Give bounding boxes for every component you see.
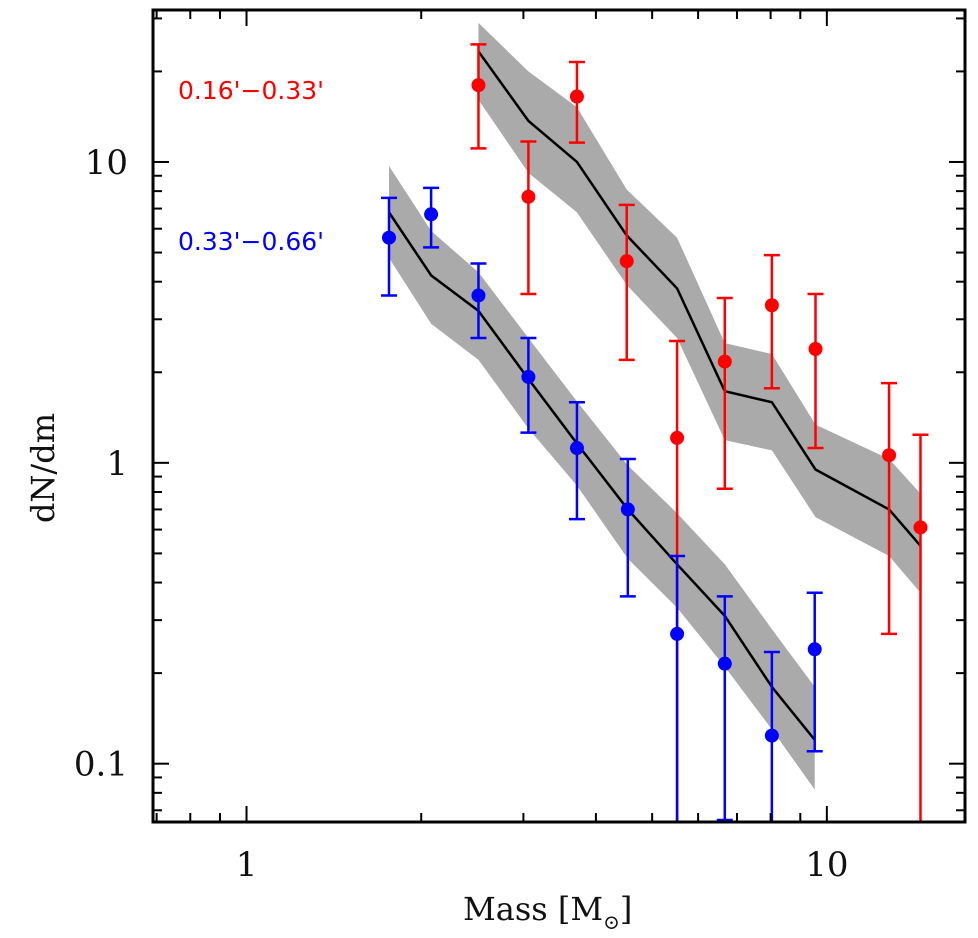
error-bar: [669, 554, 686, 822]
data-point: [764, 728, 779, 743]
axes: [151, 8, 967, 824]
data-point: [620, 502, 635, 517]
x-axis-title-main: Mass [M: [463, 890, 603, 928]
error-bars: [381, 43, 929, 822]
model-bands: [389, 22, 921, 790]
error-bar: [618, 203, 635, 362]
error-bar: [806, 591, 823, 753]
error-bar: [568, 400, 585, 521]
x-axis-title: Mass [M⊙]: [463, 890, 632, 934]
data-point: [764, 298, 779, 313]
y-axis-title: dN/dm: [24, 413, 62, 523]
model-line-1: [387, 211, 816, 741]
x-tick-label: 10: [805, 845, 848, 885]
data-point: [382, 230, 397, 245]
legend-label-inner: 0.16'−0.33': [178, 76, 324, 105]
data-point: [670, 626, 685, 641]
error-bar: [881, 381, 898, 636]
error-bar: [619, 457, 636, 598]
error-bar: [763, 253, 780, 390]
x-tick-label: 1: [236, 845, 258, 885]
error-bar: [520, 140, 537, 296]
plot-frame: [151, 8, 967, 824]
model-lines: [387, 50, 922, 741]
error-bar: [716, 595, 733, 822]
data-point: [424, 207, 439, 222]
data-point: [521, 369, 536, 384]
x-axis-title-close: ]: [620, 890, 632, 928]
tick-labels: 1 10 0.1 1 10: [74, 143, 849, 885]
data-points: [382, 78, 928, 743]
error-bar: [912, 433, 929, 822]
data-point: [807, 642, 822, 657]
data-point: [619, 254, 634, 269]
y-tick-label: 10: [85, 143, 128, 183]
error-bar: [381, 196, 398, 297]
data-point: [913, 520, 928, 535]
model-line-0: [477, 50, 922, 547]
y-tick-label: 0.1: [74, 745, 128, 785]
y-tick-label: 1: [106, 444, 128, 484]
data-point: [808, 341, 823, 356]
legend-label-outer: 0.33'−0.66': [178, 227, 324, 256]
data-point: [717, 656, 732, 671]
model-band-0: [478, 22, 921, 593]
data-point: [569, 441, 584, 456]
ticks: [153, 10, 965, 822]
data-point: [471, 288, 486, 303]
error-bar: [520, 336, 537, 434]
data-point: [670, 430, 685, 445]
data-point: [717, 354, 732, 369]
data-point: [569, 89, 584, 104]
data-point: [882, 448, 897, 463]
data-point: [471, 78, 486, 93]
x-axis-title-subscript: ⊙: [603, 910, 620, 934]
error-bar: [716, 296, 733, 491]
data-point: [521, 189, 536, 204]
error-bar: [807, 292, 824, 450]
error-bar: [470, 43, 487, 150]
